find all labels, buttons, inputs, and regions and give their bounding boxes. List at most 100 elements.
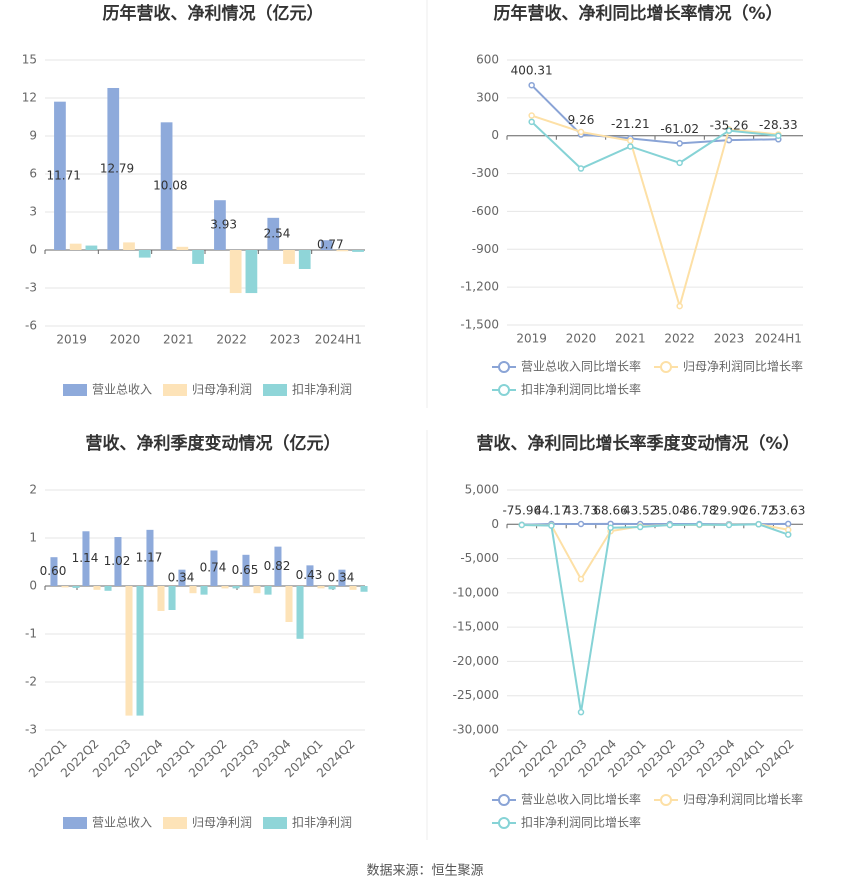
x-tick-label: 2024H1 (755, 332, 802, 346)
bar (178, 569, 186, 586)
point (784, 520, 792, 528)
bar (104, 586, 112, 591)
bar (328, 586, 336, 590)
legend-label: 扣非净利润 (292, 816, 352, 830)
y-tick-label: -2 (25, 675, 37, 689)
y-tick-label: -20,000 (453, 654, 499, 668)
bar (146, 529, 154, 586)
bar (306, 565, 314, 586)
point (725, 521, 733, 529)
x-tick-label: 2019 (516, 332, 547, 346)
y-tick-label: -25,000 (453, 688, 499, 702)
bar (320, 240, 333, 250)
y-tick-label: 2 (29, 483, 37, 497)
x-tick-label: 2021 (163, 333, 194, 347)
legend-marker (498, 794, 510, 806)
line (530, 121, 779, 170)
legend-marker (498, 817, 510, 829)
bar (72, 586, 80, 588)
bar (253, 586, 261, 594)
y-tick-label: 0 (29, 579, 37, 593)
x-tick-label: 2021 (615, 332, 646, 346)
legend-swatch (63, 384, 87, 396)
y-tick-label: 5,000 (465, 483, 499, 497)
y-tick-label: -3 (25, 281, 37, 295)
value-label: -21.21 (611, 117, 650, 131)
value-label: 10.08 (153, 179, 187, 193)
point (775, 132, 782, 139)
point (676, 159, 683, 167)
point (577, 165, 585, 172)
footer: 数据来源：恒生聚源 (366, 864, 483, 879)
value-label: -28.33 (759, 118, 798, 132)
bar (232, 586, 240, 589)
bar (85, 245, 98, 250)
legend-label: 营业总收入 (92, 816, 152, 830)
point (607, 524, 614, 531)
legend-label: 营业总收入同比增长率 (521, 359, 641, 374)
bar (267, 217, 280, 250)
y-tick-label: 12 (22, 91, 37, 105)
bar (69, 243, 82, 250)
value-label: 68.66 (593, 504, 627, 518)
y-tick-label: 0 (29, 243, 37, 257)
legend-label: 营业总收入 (92, 383, 152, 397)
y-tick-label: 9 (29, 129, 37, 143)
point (577, 575, 585, 583)
y-tick-label: -15,000 (453, 620, 499, 634)
line (530, 84, 779, 145)
bar (210, 550, 218, 586)
bar (54, 101, 66, 250)
point (528, 118, 535, 126)
point (696, 521, 703, 528)
bar (283, 250, 295, 264)
value-label: 44.17 (534, 504, 568, 518)
point (725, 127, 733, 134)
value-label: 1.17 (136, 550, 163, 564)
value-label: 36.78 (682, 504, 716, 518)
y-tick-label: 15 (22, 53, 37, 67)
chart-title: 营收、净利季度变动情况（亿元） (86, 433, 341, 454)
legend-swatch (263, 817, 287, 829)
bar (274, 546, 282, 586)
legend-label: 归母净利润同比增长率 (683, 359, 803, 374)
y-tick-label: -900 (472, 242, 499, 256)
bar (136, 586, 144, 716)
value-label: 9.26 (568, 113, 595, 127)
y-tick-label: 0 (491, 128, 499, 142)
bar (93, 586, 101, 590)
x-tick-label: 2020 (566, 332, 597, 346)
bar (200, 586, 208, 595)
value-label: 43.52 (623, 504, 657, 518)
value-label: -35.26 (710, 119, 749, 133)
value-label: 400.31 (511, 64, 553, 78)
bar (338, 569, 346, 586)
line (521, 523, 789, 582)
value-label: 29.90 (712, 504, 746, 518)
x-tick-label: 2023 (714, 332, 745, 346)
x-tick-label: 2022 (216, 333, 247, 347)
legend-swatch (263, 384, 287, 396)
point (577, 128, 585, 136)
bar (107, 87, 120, 250)
value-label: 43.73 (564, 504, 598, 518)
point (518, 521, 526, 529)
point (548, 522, 555, 529)
point (528, 112, 535, 119)
bar (138, 250, 151, 258)
value-label: 35.04 (653, 504, 687, 518)
bar (125, 586, 133, 716)
value-label: 2.54 (264, 226, 291, 240)
y-tick-label: 1 (29, 531, 37, 545)
legend-label: 归母净利润 (192, 816, 252, 830)
value-label: 0.34 (328, 570, 355, 584)
point (577, 520, 585, 528)
legend-swatch (163, 384, 187, 396)
value-label: 53.63 (771, 504, 805, 518)
value-label: 1.14 (72, 551, 99, 565)
bar (349, 586, 357, 590)
x-tick-label: 2022 (664, 332, 695, 346)
y-tick-label: -1 (25, 627, 37, 641)
legend-marker (498, 384, 510, 396)
